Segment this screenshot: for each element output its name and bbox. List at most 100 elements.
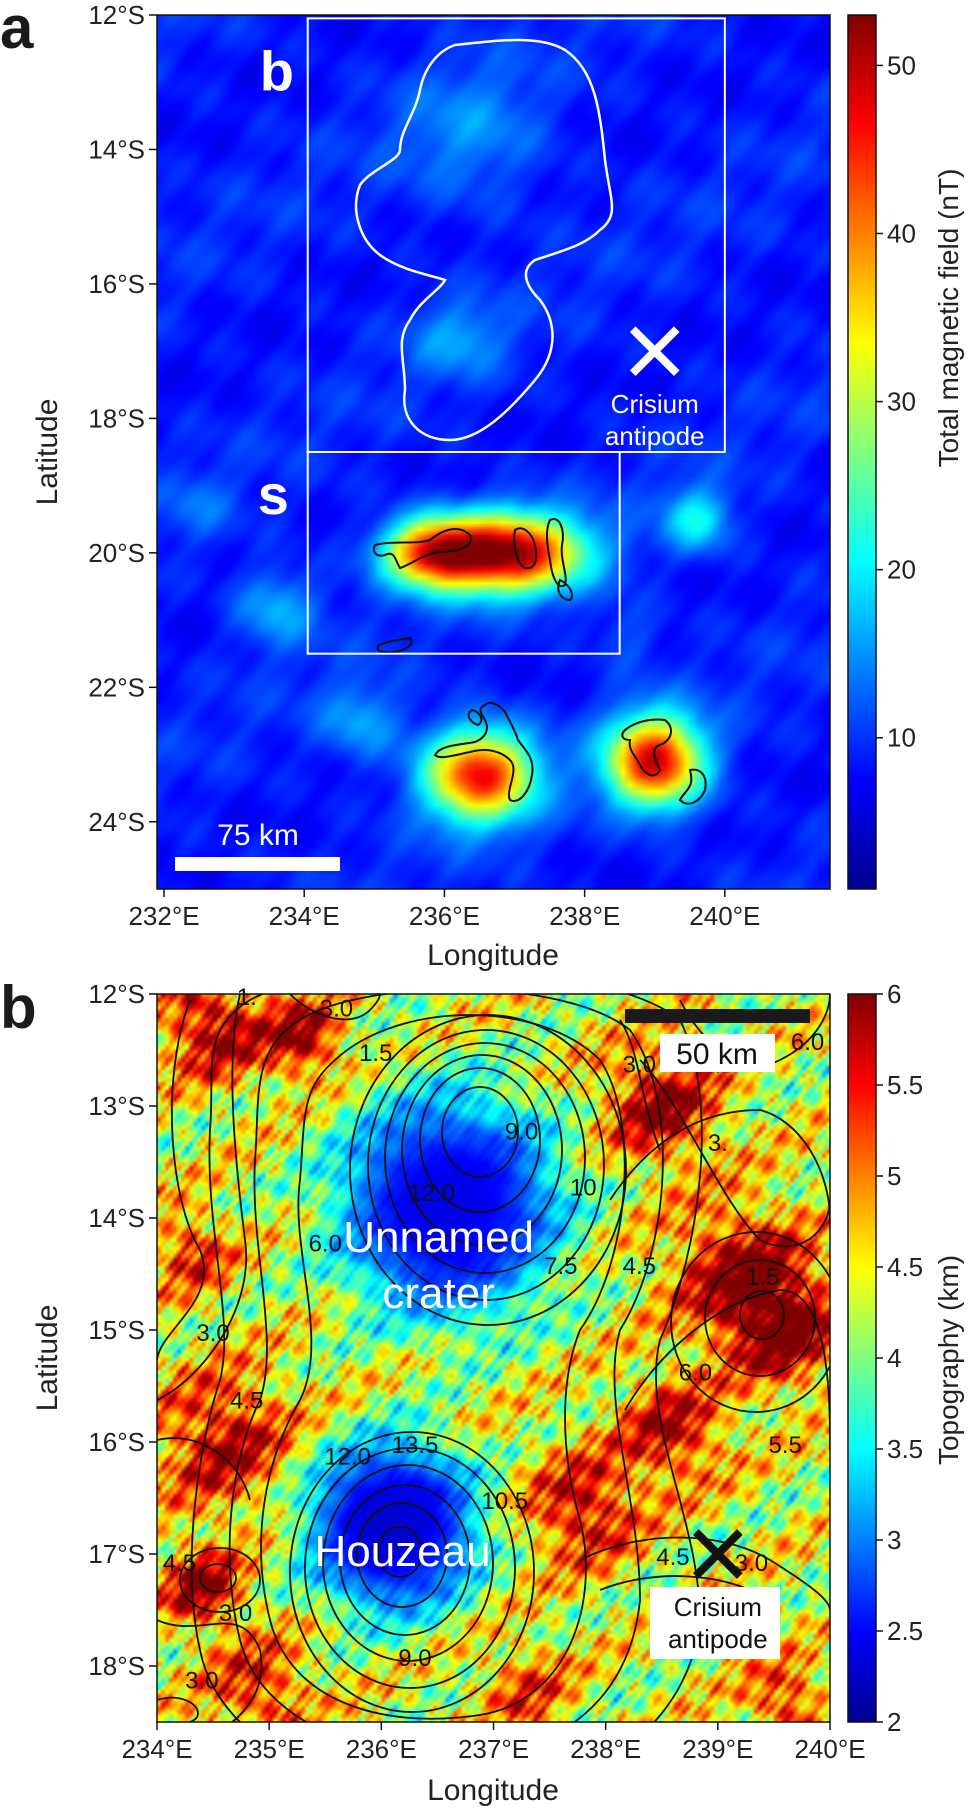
panel-b-cbtick-label-0: 2 xyxy=(887,1707,901,1737)
panel-a-anomaly-contour-2 xyxy=(513,527,538,570)
panel-a-xtick-label-4: 240°E xyxy=(689,901,760,931)
panel-b-xtick-label-0: 234°E xyxy=(121,1734,192,1764)
panel-a-ytick-label-2: 16°S xyxy=(88,269,145,299)
panel-b-cbtick-label-8: 6 xyxy=(887,979,901,1009)
panel-b-cbtick-label-2: 3 xyxy=(887,1525,901,1555)
panel-b-contour-label-3: 9.0 xyxy=(505,1119,538,1146)
panel-a-cbtick-label-2: 30 xyxy=(887,387,916,417)
panel-b-contour-label-7: 4.5 xyxy=(623,1253,656,1280)
panel-a-crater-outline xyxy=(354,38,614,442)
panel-a-anomaly-contour-5 xyxy=(433,702,534,802)
panel-a-letter: a xyxy=(0,0,34,61)
panel-b-ytick-label-2: 14°S xyxy=(88,1203,145,1233)
panel-b-contour-label-25: 4.5 xyxy=(656,1544,689,1571)
panel-a-marker-label-line1: Crisium xyxy=(611,389,699,419)
panel-b-contour-label-8: 6.0 xyxy=(309,1231,342,1258)
panel-a-anomaly-contour-1 xyxy=(372,528,472,570)
panel-b-contour-label-13: 6.0 xyxy=(791,1029,824,1056)
panel-b-contour-label-11: 3.0 xyxy=(623,1051,656,1078)
panel-b-xtick-label-3: 237°E xyxy=(458,1734,529,1764)
panel-b-contour-label-21: 9.0 xyxy=(398,1645,431,1672)
panel-b-marker-label-line1: Crisium xyxy=(674,1592,762,1622)
panel-b-scalebar-label-box xyxy=(660,1034,775,1072)
panel-b-contour-label-6: 7.5 xyxy=(544,1253,577,1280)
panel-a-cbtick-label-0: 10 xyxy=(887,723,916,753)
panel-a-cbtick-label-4: 50 xyxy=(887,50,916,80)
panel-b-contour-label-4: 12.0 xyxy=(408,1180,455,1207)
panel-b-contour-label-5: 10 xyxy=(570,1175,597,1202)
panel-b-cbtick-label-7: 5.5 xyxy=(887,1070,923,1100)
panel-b-contour-label-10: 4.5 xyxy=(230,1387,263,1414)
panel-a-ytick-label-1: 14°S xyxy=(88,134,145,164)
panel-b-xtick-label-1: 235°E xyxy=(234,1734,305,1764)
panel-b-crisium-antipode-marker xyxy=(693,1529,743,1579)
panel-b-contour-label-22: 4.5 xyxy=(163,1550,196,1577)
panel-b-contour-label-19: 13.5 xyxy=(392,1432,439,1459)
panel-b-letter: b xyxy=(0,974,37,1041)
panel-a-cbtick-label-3: 40 xyxy=(887,219,916,249)
panel-b-xtick-label-6: 240°E xyxy=(794,1734,865,1764)
panel-b-contour-label-0: 3.0 xyxy=(320,995,353,1022)
panel-a-anomaly-contour-4 xyxy=(376,636,413,654)
panel-b-ytick-label-6: 18°S xyxy=(88,1651,145,1681)
panel-b-contour-label-2: 1.5 xyxy=(359,1040,392,1067)
panel-b-ytick-label-0: 12°S xyxy=(88,979,145,1009)
panel-a-box-b-label: b xyxy=(260,39,294,102)
panel-b-contour-label-23: 3.0 xyxy=(219,1600,252,1627)
panel-b-xtick-label-4: 238°E xyxy=(570,1734,641,1764)
panel-b-xlabel: Longitude xyxy=(427,1774,559,1807)
panel-b-contour-label-18: 12.0 xyxy=(324,1443,371,1470)
panel-b-xtick-label-2: 236°E xyxy=(346,1734,417,1764)
panel-b-ytick-label-4: 16°S xyxy=(88,1427,145,1457)
panel-a-xlabel: Longitude xyxy=(427,939,559,972)
panel-b-scalebar xyxy=(625,1009,810,1023)
panel-b-cbtick-label-5: 4.5 xyxy=(887,1252,923,1282)
panel-b-contour-label-14: 3. xyxy=(708,1130,728,1157)
panel-b-cbtick-label-1: 2.5 xyxy=(887,1616,923,1646)
panel-a-box-s xyxy=(306,451,621,655)
panel-a-ytick-label-4: 20°S xyxy=(88,538,145,568)
panel-b-ticks: 234°E 235°E 236°E 237°E 238°E 239°E 240°E 12°S 1… xyxy=(88,979,865,1764)
panel-b-unnamed-crater-label-line1: Unnamed xyxy=(343,1213,534,1262)
panel-a-xtick-label-0: 232°E xyxy=(128,901,199,931)
panel-b-houzeau-label: Houzeau xyxy=(314,1527,490,1576)
panel-a-magnetic-field-map: a b s Crisium antipode 75 km xyxy=(0,0,964,972)
panel-a-box-s-label: s xyxy=(258,463,289,526)
panel-b-ytick-label-1: 13°S xyxy=(88,1091,145,1121)
panel-a-ytick-label-3: 18°S xyxy=(88,403,145,433)
panel-a-colorbar-ticks: 10 20 30 40 50 xyxy=(876,50,916,753)
panel-a-ytick-label-0: 12°S xyxy=(88,0,145,30)
panel-a-xtick-label-1: 234°E xyxy=(269,901,340,931)
panel-a-ticks: 232°E 234°E 236°E 238°E 240°E 12°S 14°S 16°S 18°… xyxy=(88,0,760,931)
panel-b-scalebar-label: 50 km xyxy=(676,1038,758,1071)
panel-a-scalebar xyxy=(175,857,340,871)
panel-b-topography-map: b xyxy=(0,974,964,1807)
panel-a-xtick-label-2: 236°E xyxy=(409,901,480,931)
panel-b-xtick-label-5: 239°E xyxy=(682,1734,753,1764)
panel-a-cbtick-label-1: 20 xyxy=(887,555,916,585)
panel-a-overlays xyxy=(306,17,726,805)
panel-b-unnamed-crater-label-line2: crater xyxy=(382,1269,494,1318)
panel-a-anomaly-contour-3 xyxy=(546,518,573,602)
panel-b-contour-label-15: 1.5 xyxy=(746,1264,779,1291)
panel-a-ytick-label-6: 24°S xyxy=(88,807,145,837)
panel-b-colorbar-label: Topography (km) xyxy=(933,1255,964,1465)
panel-a-crisium-antipode-marker xyxy=(629,326,680,376)
panel-a-xtick-label-3: 238°E xyxy=(549,901,620,931)
panel-b-contour-label-24: 3.0 xyxy=(185,1667,218,1694)
panel-a-anomaly-contour-6 xyxy=(621,718,707,805)
panel-b-cbtick-label-6: 5 xyxy=(887,1161,901,1191)
panel-b-marker-label-box xyxy=(650,1587,780,1659)
panel-a-ytick-label-5: 22°S xyxy=(88,672,145,702)
panel-b-contour-label-9: 3.0 xyxy=(196,1320,229,1347)
panel-b-ytick-label-5: 17°S xyxy=(88,1539,145,1569)
panel-a-scalebar-label: 75 km xyxy=(217,819,299,852)
panel-b-marker-label-line2: antipode xyxy=(668,1624,768,1654)
panel-b-contour-label-17: 5.5 xyxy=(768,1432,801,1459)
panel-b-contour-label-1: 1. xyxy=(237,984,257,1011)
panel-a-marker-label-line2: antipode xyxy=(605,421,705,451)
panel-b-cbtick-label-3: 3.5 xyxy=(887,1434,923,1464)
panel-a-frame xyxy=(156,14,831,890)
panel-b-contour-label-20: 10.5 xyxy=(481,1488,528,1515)
panel-a-colorbar-label: Total magnetic field (nT) xyxy=(933,169,964,468)
